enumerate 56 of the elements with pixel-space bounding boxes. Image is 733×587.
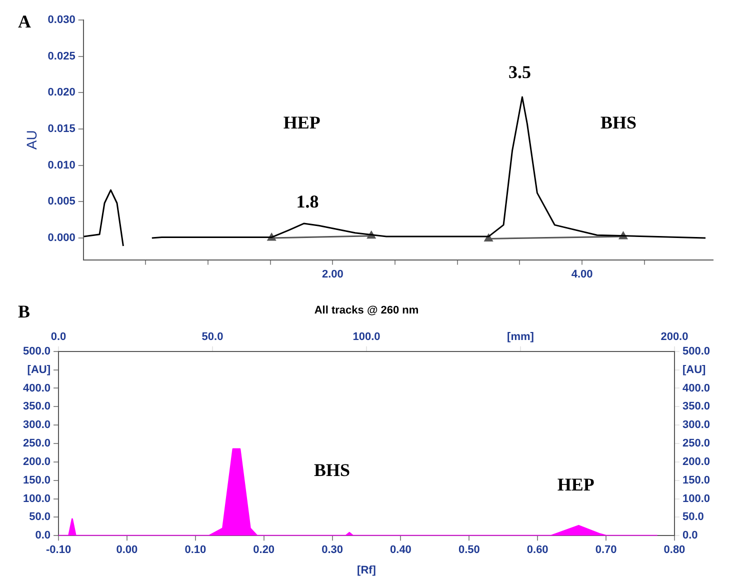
y-tick-label: [AU] xyxy=(27,364,51,376)
x-tick-label: 0.30 xyxy=(322,544,343,556)
annotation: 1.8 xyxy=(296,191,319,212)
y-tick-label: 500.0 xyxy=(22,345,51,358)
annotation: BHS xyxy=(314,460,350,480)
annotation: HEP xyxy=(283,112,320,132)
y-tick-label: 0.015 xyxy=(48,123,76,136)
x2-tick-label: 200.0 xyxy=(660,330,688,343)
y-tick-label: 0.025 xyxy=(48,50,76,62)
y2-tick-label: 50.0 xyxy=(682,511,704,524)
x-axis-title: [Rf] xyxy=(357,564,376,576)
y-tick-label: 350.0 xyxy=(22,400,51,413)
annotation: HEP xyxy=(557,474,594,495)
x-tick-label: 0.40 xyxy=(390,544,412,556)
y2-tick-label: 350.0 xyxy=(682,400,710,413)
y-tick-label: 400.0 xyxy=(22,382,51,394)
x-tick-label: 0.00 xyxy=(116,544,138,556)
x2-tick-label: [mm] xyxy=(507,330,534,343)
y2-tick-label: 500.0 xyxy=(682,345,710,358)
y2-tick-label: 400.0 xyxy=(682,382,710,394)
x-tick-label: 0.20 xyxy=(253,544,275,556)
y-tick-label: 100.0 xyxy=(22,492,51,505)
x-tick-label: 0.50 xyxy=(458,544,480,556)
y-tick-label: 300.0 xyxy=(22,419,51,432)
y2-tick-label: 0.0 xyxy=(682,530,698,542)
y2-tick-label: [AU] xyxy=(682,364,706,376)
y-tick-label: 200.0 xyxy=(22,456,51,468)
chart-title: All tracks @ 260 nm xyxy=(314,304,419,317)
y2-tick-label: 300.0 xyxy=(682,419,710,432)
x-tick-label: 0.60 xyxy=(526,544,548,556)
x2-tick-label: 100.0 xyxy=(352,330,380,343)
y-tick-label: 50.0 xyxy=(29,511,51,524)
x2-tick-label: 50.0 xyxy=(202,330,224,343)
annotation: 3.5 xyxy=(508,62,531,82)
x-tick-label: 4.00 xyxy=(571,268,593,280)
x-tick-label: 0.70 xyxy=(595,544,617,556)
y2-tick-label: 150.0 xyxy=(682,474,710,486)
y-tick-label: 250.0 xyxy=(22,438,51,450)
y-tick-label: 0.000 xyxy=(48,232,76,244)
x-tick-label: 2.00 xyxy=(322,268,344,280)
y-tick-label: 150.0 xyxy=(22,474,51,486)
y-tick-label: 0.030 xyxy=(48,14,76,26)
y-tick-label: 0.020 xyxy=(48,86,76,99)
x-tick-label: 0.80 xyxy=(664,544,686,556)
y-tick-label: 0.005 xyxy=(48,196,76,208)
text: A xyxy=(18,12,31,32)
y-tick-label: 0.0 xyxy=(35,530,51,542)
y2-tick-label: 250.0 xyxy=(682,438,710,450)
x-tick-label: -0.10 xyxy=(46,544,72,556)
annotation: BHS xyxy=(600,112,637,132)
text: B xyxy=(18,302,30,322)
y-tick-label: 0.010 xyxy=(48,159,76,172)
y2-tick-label: 200.0 xyxy=(682,456,710,468)
y2-tick-label: 100.0 xyxy=(682,492,710,505)
y-axis-title: AU xyxy=(23,130,40,150)
x-tick-label: 0.10 xyxy=(184,544,206,556)
